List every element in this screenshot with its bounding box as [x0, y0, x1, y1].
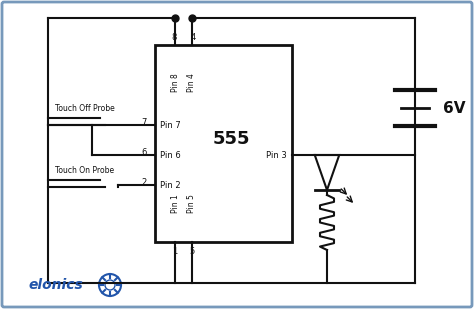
Text: Pin 5: Pin 5	[188, 195, 197, 214]
Text: 4: 4	[191, 33, 196, 42]
FancyBboxPatch shape	[2, 2, 472, 307]
Text: 1: 1	[173, 247, 178, 256]
Text: Pin 3: Pin 3	[266, 150, 287, 159]
Text: 7: 7	[142, 117, 147, 126]
Text: Pin 1: Pin 1	[171, 195, 180, 214]
Text: Touch On Probe: Touch On Probe	[55, 166, 114, 175]
Text: 5: 5	[190, 247, 195, 256]
Text: Pin 6: Pin 6	[160, 150, 181, 159]
Text: Pin 2: Pin 2	[160, 180, 181, 189]
Text: 2: 2	[142, 177, 147, 187]
Text: 8: 8	[171, 33, 177, 42]
Text: 6V: 6V	[443, 100, 465, 116]
Text: Pin 8: Pin 8	[171, 74, 180, 92]
Text: 6: 6	[142, 147, 147, 156]
Text: elonics: elonics	[28, 278, 83, 292]
Bar	[155, 45, 292, 242]
Text: Touch Off Probe: Touch Off Probe	[55, 104, 115, 112]
Text: Pin 7: Pin 7	[160, 121, 181, 129]
Text: 555: 555	[213, 129, 250, 147]
Text: Pin 4: Pin 4	[188, 74, 197, 92]
